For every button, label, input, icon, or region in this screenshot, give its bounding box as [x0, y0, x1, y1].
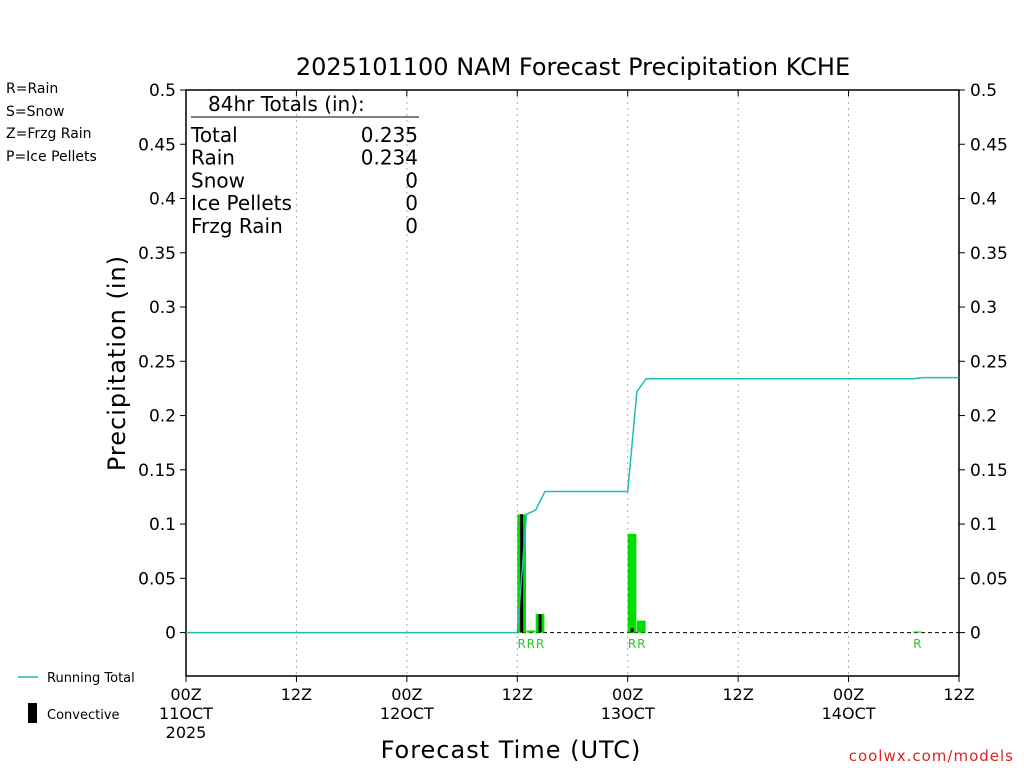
y-tick-label-right: 0.1	[970, 515, 997, 535]
y-tick-label-right: 0.35	[970, 244, 1008, 264]
convective-bar	[538, 614, 542, 633]
ptype-label: R	[527, 637, 535, 651]
series-legend: Running Total Convective	[18, 671, 135, 723]
convective-legend-label: Convective	[47, 708, 120, 723]
y-tick-label-left: 0.25	[138, 352, 176, 372]
running-total-series	[186, 376, 959, 634]
ptype-label: R	[517, 637, 525, 651]
totals-heading: 84hr Totals (in):	[208, 92, 365, 116]
totals-box: 84hr Totals (in): Total 0.235 Rain 0.234 Sno…	[190, 92, 419, 238]
y-tick-label-left: 0.05	[138, 569, 176, 589]
totals-value: 0	[405, 214, 418, 238]
running-total-legend-label: Running Total	[47, 671, 135, 686]
x-tick-label: 12Z	[502, 685, 533, 704]
totals-value: 0.235	[361, 123, 418, 147]
precip-bar	[912, 631, 922, 633]
y-tick-label-right: 0.15	[970, 461, 1008, 481]
totals-value: 0	[405, 168, 418, 192]
convective-legend-swatch	[28, 703, 37, 723]
y-tick-label-right: 0.45	[970, 135, 1008, 155]
y-tick-label-right: 0.25	[970, 352, 1008, 372]
ptype-label: R	[628, 637, 636, 651]
x-tick-label: 12Z	[722, 685, 753, 704]
precip-bar	[627, 533, 637, 633]
y-axis-label: Precipitation (in)	[103, 255, 131, 471]
y-tick-label-right: 0.3	[970, 298, 997, 318]
chart-title: 2025101100 NAM Forecast Precipitation KC…	[296, 53, 850, 81]
credit-text: coolwx.com/models	[849, 747, 1014, 765]
x-tick-label: 12Z	[943, 685, 974, 704]
legend-frzg-rain: Z=Frzg Rain	[6, 126, 92, 142]
x-tick-label: 00Z	[612, 685, 643, 704]
y-tick-label-left: 0.1	[149, 515, 176, 535]
convective-bar	[630, 628, 634, 633]
precip-bar	[526, 630, 536, 633]
x-tick-label: 13OCT	[601, 704, 655, 723]
ptype-label: R	[536, 637, 544, 651]
y-tick-label-left: 0.5	[149, 81, 176, 101]
totals-value: 0.234	[361, 146, 418, 170]
precip-bar	[636, 620, 646, 633]
x-tick-label: 12OCT	[380, 704, 434, 723]
y-tick-label-right: 0.2	[970, 407, 997, 427]
legend-snow: S=Snow	[6, 104, 65, 120]
y-tick-label-left: 0.35	[138, 244, 176, 264]
x-tick-label: 14OCT	[822, 704, 876, 723]
ptype-label: R	[913, 637, 921, 651]
totals-label: Ice Pellets	[191, 191, 292, 215]
x-tick-label: 11OCT	[159, 704, 213, 723]
legend-ice-pellets: P=Ice Pellets	[6, 149, 97, 165]
y-tick-label-left: 0.3	[149, 298, 176, 318]
plot-frame	[185, 89, 960, 677]
totals-label: Frzg Rain	[191, 214, 283, 238]
legend-rain: R=Rain	[6, 81, 59, 97]
y-tick-label-left: 0	[165, 624, 176, 644]
y-axis: 0 00.05 0.050.1 0.10.15 0.150.2 0.20.25 0.250.…	[138, 81, 1008, 644]
x-tick-label: 2025	[166, 723, 207, 742]
grid-lines	[186, 90, 959, 676]
x-tick-label: 12Z	[281, 685, 312, 704]
y-tick-label-right: 0.4	[970, 190, 997, 210]
y-tick-label-right: 0.5	[970, 81, 997, 101]
x-tick-label: 00Z	[833, 685, 864, 704]
totals-label: Rain	[191, 146, 235, 170]
y-tick-label-left: 0.2	[149, 407, 176, 427]
totals-value: 0	[405, 191, 418, 215]
x-tick-label: 00Z	[391, 685, 422, 704]
y-tick-label-left: 0.45	[138, 135, 176, 155]
running-total-line	[186, 376, 959, 634]
totals-label: Total	[190, 123, 238, 147]
y-tick-label-left: 0.4	[149, 190, 176, 210]
x-axis-label: Forecast Time (UTC)	[381, 736, 642, 764]
ptype-label: R	[637, 637, 645, 651]
y-tick-label-left: 0.15	[138, 461, 176, 481]
y-tick-label-right: 0	[970, 624, 981, 644]
x-tick-label: 00Z	[170, 685, 201, 704]
totals-label: Snow	[191, 168, 245, 192]
y-tick-label-right: 0.05	[970, 569, 1008, 589]
